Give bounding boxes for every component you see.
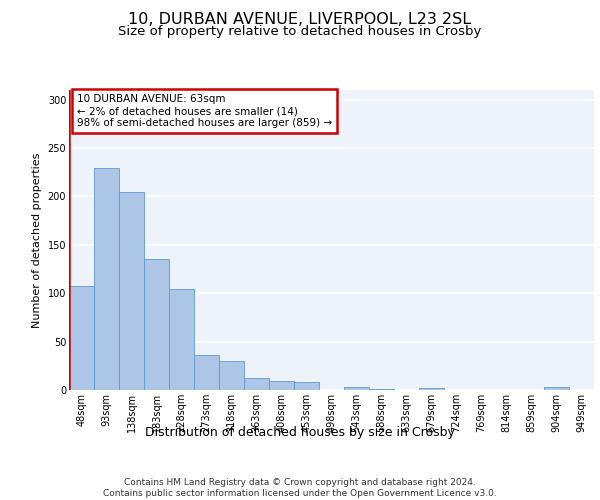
Bar [419, 388, 444, 390]
Bar [369, 389, 394, 390]
Text: 10, DURBAN AVENUE, LIVERPOOL, L23 2SL: 10, DURBAN AVENUE, LIVERPOOL, L23 2SL [128, 12, 472, 28]
Text: Size of property relative to detached houses in Crosby: Size of property relative to detached ho… [118, 25, 482, 38]
Bar [94, 168, 119, 390]
Text: Contains HM Land Registry data © Crown copyright and database right 2024.
Contai: Contains HM Land Registry data © Crown c… [103, 478, 497, 498]
Bar [194, 355, 219, 390]
Y-axis label: Number of detached properties: Number of detached properties [32, 152, 42, 328]
Text: Distribution of detached houses by size in Crosby: Distribution of detached houses by size … [145, 426, 455, 439]
Bar [294, 382, 319, 390]
Bar [69, 286, 94, 390]
Bar [219, 361, 244, 390]
Bar [144, 260, 169, 390]
Bar [244, 378, 269, 390]
Bar [544, 387, 569, 390]
Bar [119, 192, 144, 390]
Bar [169, 290, 194, 390]
Text: 10 DURBAN AVENUE: 63sqm
← 2% of detached houses are smaller (14)
98% of semi-det: 10 DURBAN AVENUE: 63sqm ← 2% of detached… [77, 94, 332, 128]
Bar [269, 382, 294, 390]
Bar [344, 387, 369, 390]
